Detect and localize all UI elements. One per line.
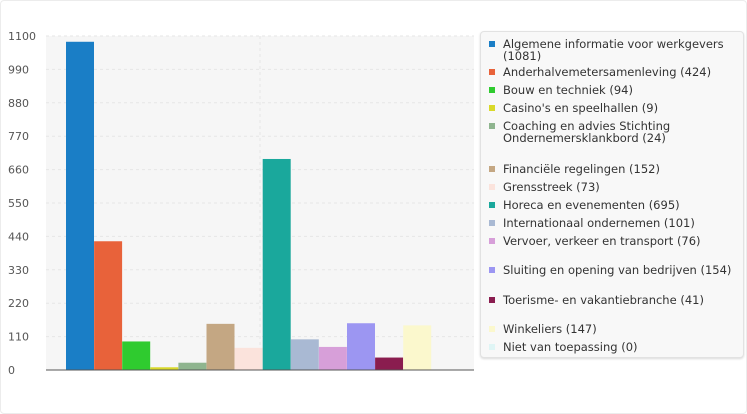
bar-layer — [66, 41, 432, 370]
legend-label: Niet van toepassing (0) — [503, 340, 638, 354]
bar[interactable] — [347, 323, 375, 370]
legend-swatch — [489, 87, 495, 93]
y-tick-label: 1100 — [8, 30, 36, 43]
legend: Algemene informatie voor werkgevers (108… — [480, 31, 744, 358]
legend-item[interactable]: Toerisme- en vakantiebranche (41) — [489, 294, 737, 306]
legend-swatch — [489, 202, 495, 208]
legend-item[interactable]: Algemene informatie voor werkgevers (108… — [489, 38, 737, 62]
legend-item[interactable]: Sluiting en opening van bedrijven (154) — [489, 264, 737, 276]
y-tick-label: 770 — [8, 130, 29, 143]
legend-swatch — [489, 326, 495, 332]
bar[interactable] — [375, 357, 404, 370]
legend-label: Bouw en techniek (94) — [503, 83, 633, 97]
legend-item[interactable]: Winkeliers (147) — [489, 323, 737, 335]
legend-item[interactable]: Financiële regelingen (152) — [489, 163, 737, 175]
legend-label: Winkeliers (147) — [503, 322, 597, 336]
legend-label: Internationaal ondernemen (101) — [503, 216, 695, 230]
legend-swatch — [489, 123, 495, 129]
legend-label: Sluiting en opening van bedrijven (154) — [503, 263, 732, 277]
y-tick-label: 550 — [8, 197, 29, 210]
legend-swatch — [489, 344, 495, 350]
legend-label: Coaching en advies Stichting Ondernemers… — [503, 119, 671, 145]
y-tick-label: 990 — [8, 63, 29, 76]
legend-label: Grensstreek (73) — [503, 180, 600, 194]
legend-swatch — [489, 267, 495, 273]
bar[interactable] — [318, 346, 347, 370]
axis-layer: 0 110 220 330 440 550 660 770 880 990 1100 — [8, 30, 474, 377]
legend-swatch — [489, 297, 495, 303]
legend-label: Algemene informatie voor werkgevers (108… — [503, 37, 724, 63]
bar[interactable] — [122, 341, 151, 370]
y-tick-label: 440 — [8, 230, 29, 243]
legend-item[interactable]: Casino's en speelhallen (9) — [489, 102, 737, 114]
legend-label: Horeca en evenementen (695) — [503, 198, 680, 212]
legend-item[interactable]: Coaching en advies Stichting Ondernemers… — [489, 120, 737, 144]
legend-swatch — [489, 105, 495, 111]
legend-label: Vervoer, verkeer en transport (76) — [503, 234, 701, 248]
y-tick-label: 110 — [8, 331, 29, 344]
bar[interactable] — [66, 41, 94, 370]
legend-swatch — [489, 220, 495, 226]
legend-label: Anderhalvemetersamenleving (424) — [503, 65, 712, 79]
legend-item[interactable]: Niet van toepassing (0) — [489, 341, 737, 353]
legend-swatch — [489, 166, 495, 172]
legend-item[interactable]: Horeca en evenementen (695) — [489, 199, 737, 211]
legend-item[interactable]: Vervoer, verkeer en transport (76) — [489, 235, 737, 247]
legend-swatch — [489, 184, 495, 190]
legend-label: Financiële regelingen (152) — [503, 162, 660, 176]
legend-label: Toerisme- en vakantiebranche (41) — [503, 293, 704, 307]
bar[interactable] — [234, 347, 263, 370]
legend-item[interactable]: Bouw en techniek (94) — [489, 84, 737, 96]
legend-item[interactable]: Grensstreek (73) — [489, 181, 737, 193]
y-tick-label: 660 — [8, 164, 29, 177]
bar[interactable] — [403, 325, 432, 370]
y-tick-label: 880 — [8, 97, 29, 110]
legend-swatch — [489, 69, 495, 75]
legend-item[interactable]: Anderhalvemetersamenleving (424) — [489, 66, 737, 78]
legend-swatch — [489, 238, 495, 244]
legend-swatch — [489, 41, 495, 47]
bar[interactable] — [206, 323, 235, 370]
bar[interactable] — [150, 367, 179, 370]
legend-label: Casino's en speelhallen (9) — [503, 101, 659, 115]
bar[interactable] — [290, 339, 319, 370]
y-tick-label: 220 — [8, 297, 29, 310]
bar[interactable] — [94, 241, 123, 370]
y-tick-label: 330 — [8, 264, 29, 277]
legend-item[interactable]: Internationaal ondernemen (101) — [489, 217, 737, 229]
bar[interactable] — [178, 362, 207, 370]
y-tick-label: 0 — [8, 364, 15, 377]
bar[interactable] — [262, 158, 291, 370]
